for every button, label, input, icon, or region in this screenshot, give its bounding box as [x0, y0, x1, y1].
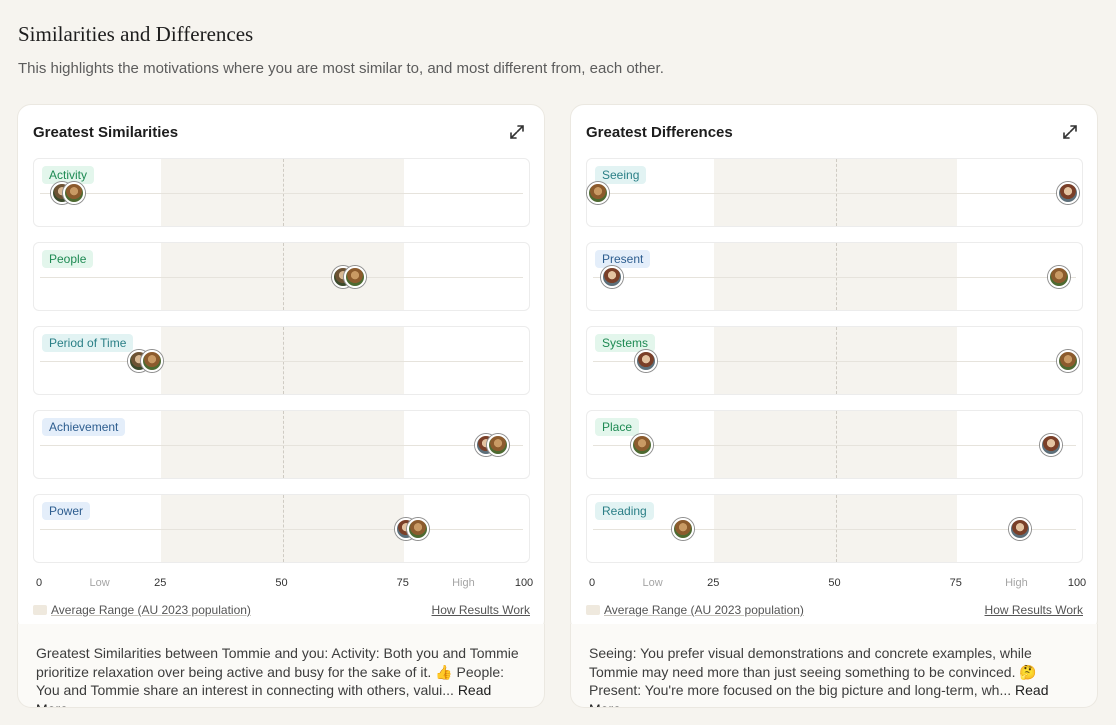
low-label: Low	[89, 577, 110, 589]
score-axis: 0 Low 25 50 75 High 100	[586, 577, 1087, 593]
person-avatar[interactable]	[62, 182, 85, 204]
score-track	[40, 445, 523, 446]
midpoint-line	[282, 411, 284, 478]
motivation-row: Systems	[586, 326, 1083, 395]
motivation-row: Present	[586, 242, 1083, 311]
person-avatar[interactable]	[1040, 434, 1063, 456]
expand-icon[interactable]	[1061, 123, 1079, 141]
midpoint-line	[282, 327, 284, 394]
person-avatar[interactable]	[630, 434, 653, 456]
motivation-row: Seeing	[586, 158, 1083, 227]
motivation-label: Present	[595, 250, 651, 268]
differences-summary: Seeing: You prefer visual demonstrations…	[570, 624, 1098, 708]
motivation-label: Place	[595, 418, 640, 436]
tick-100: 100	[1067, 577, 1087, 589]
midpoint-line	[282, 495, 284, 562]
score-track	[40, 277, 523, 278]
person-avatar[interactable]	[344, 266, 367, 288]
card-title: Greatest Differences	[586, 124, 733, 141]
expand-icon[interactable]	[508, 123, 526, 141]
person-avatar[interactable]	[407, 518, 430, 540]
score-track	[593, 445, 1076, 446]
score-track	[40, 529, 523, 530]
how-results-work-link[interactable]: How Results Work	[431, 603, 530, 617]
person-avatar[interactable]	[487, 434, 510, 456]
tick-100: 100	[514, 577, 534, 589]
score-axis: 0 Low 25 50 75 High 100	[33, 577, 534, 593]
score-track	[593, 529, 1076, 530]
motivation-label: Reading	[595, 502, 654, 520]
legend: Average Range (AU 2023 population) How R…	[586, 603, 1083, 619]
score-track	[593, 193, 1076, 194]
average-range-label: Average Range (AU 2023 population)	[51, 603, 251, 617]
score-track	[40, 193, 523, 194]
tick-25: 25	[707, 577, 720, 589]
similarities-panel: Greatest Similarities Activity People Peri…	[17, 104, 545, 708]
motivation-label: Activity	[42, 166, 95, 184]
similarities-card: Greatest Similarities Activity People Peri…	[17, 104, 545, 634]
motivation-label: Seeing	[595, 166, 647, 184]
legend: Average Range (AU 2023 population) How R…	[33, 603, 530, 619]
tick-25: 25	[154, 577, 167, 589]
person-avatar[interactable]	[635, 350, 658, 372]
person-avatar[interactable]	[1057, 350, 1080, 372]
motivation-label: Systems	[595, 334, 656, 352]
tick-0: 0	[588, 577, 596, 589]
person-avatar[interactable]	[601, 266, 624, 288]
card-title: Greatest Similarities	[33, 124, 179, 141]
motivation-label: Period of Time	[42, 334, 134, 352]
person-avatar[interactable]	[586, 182, 609, 204]
motivation-row: Achievement	[33, 410, 530, 479]
midpoint-line	[835, 495, 837, 562]
average-range-swatch	[586, 605, 600, 615]
motivation-row: Period of Time	[33, 326, 530, 395]
differences-card: Greatest Differences Seeing Present System…	[570, 104, 1098, 634]
motivation-row: Reading	[586, 494, 1083, 563]
tick-0: 0	[35, 577, 43, 589]
motivation-row: Place	[586, 410, 1083, 479]
person-avatar[interactable]	[140, 350, 163, 372]
motivation-row: Activity	[33, 158, 530, 227]
high-label: High	[1005, 577, 1028, 589]
low-label: Low	[642, 577, 663, 589]
score-track	[593, 277, 1076, 278]
summary-text: Greatest Similarities between Tommie and…	[36, 645, 519, 698]
tick-75: 75	[949, 577, 962, 589]
page-subtitle: This highlights the motivations where yo…	[18, 60, 664, 77]
differences-panel: Greatest Differences Seeing Present System…	[570, 104, 1098, 708]
average-range-label: Average Range (AU 2023 population)	[604, 603, 804, 617]
score-track	[593, 361, 1076, 362]
midpoint-line	[835, 243, 837, 310]
high-label: High	[452, 577, 475, 589]
motivation-label: Achievement	[42, 418, 126, 436]
midpoint-line	[835, 159, 837, 226]
read-more-link[interactable]: Read More	[589, 682, 1049, 707]
midpoint-line	[835, 411, 837, 478]
tick-50: 50	[275, 577, 288, 589]
average-range-swatch	[33, 605, 47, 615]
midpoint-line	[282, 159, 284, 226]
read-more-link[interactable]: Read More	[36, 682, 492, 707]
person-avatar[interactable]	[1057, 182, 1080, 204]
how-results-work-link[interactable]: How Results Work	[984, 603, 1083, 617]
midpoint-line	[835, 327, 837, 394]
motivation-label: Power	[42, 502, 91, 520]
midpoint-line	[282, 243, 284, 310]
motivation-label: People	[42, 250, 94, 268]
summary-text: Seeing: You prefer visual demonstrations…	[589, 645, 1037, 698]
motivation-row: People	[33, 242, 530, 311]
tick-75: 75	[396, 577, 409, 589]
person-avatar[interactable]	[1047, 266, 1070, 288]
tick-50: 50	[828, 577, 841, 589]
score-track	[40, 361, 523, 362]
motivation-row: Power	[33, 494, 530, 563]
person-avatar[interactable]	[671, 518, 694, 540]
page-title: Similarities and Differences	[18, 22, 254, 46]
similarities-summary: Greatest Similarities between Tommie and…	[17, 624, 545, 708]
person-avatar[interactable]	[1008, 518, 1031, 540]
